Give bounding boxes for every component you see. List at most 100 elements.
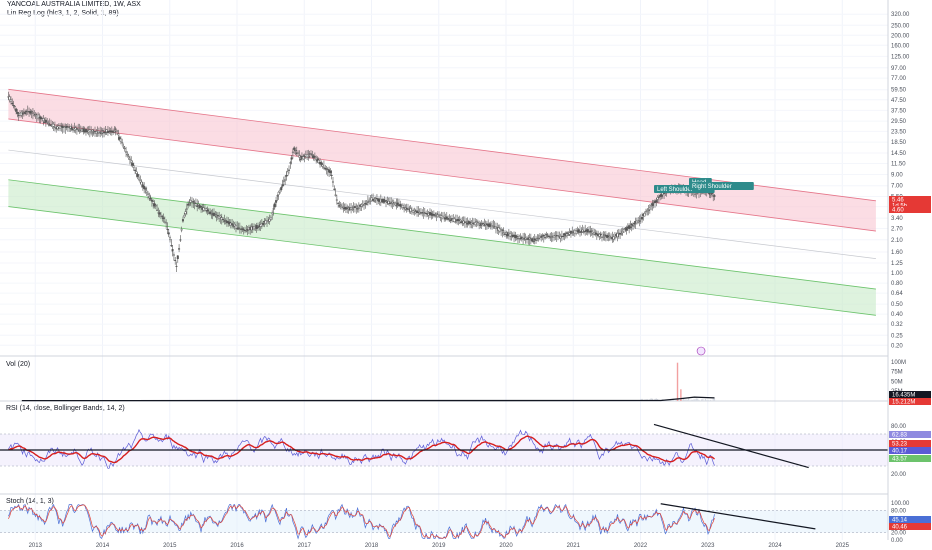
pattern-annotations[interactable]: Left ShoulderHeadRight Shoulder: [654, 178, 754, 193]
price-candle-body: [372, 198, 375, 201]
price-candle-body: [123, 148, 126, 150]
price-candle-body: [643, 213, 646, 217]
price-candle-body: [458, 219, 461, 221]
price-candle-body: [278, 190, 281, 193]
price-candle-body: [357, 207, 360, 209]
time-tick-label: 2014: [96, 543, 110, 549]
price-candle-body: [184, 211, 187, 214]
price-candle-body: [613, 237, 616, 239]
price-candle-body: [165, 222, 168, 224]
rsi-signal-line: [8, 435, 715, 464]
second-price-badge-bg: [889, 206, 931, 213]
chart-title: YANCOAL AUSTRALIA LIMITED, 1W, ASX: [7, 1, 141, 8]
price-candle-body: [119, 138, 122, 142]
price-candle-body: [147, 193, 150, 195]
time-axis[interactable]: 2013 2014 2015 2016 2017 2018 2019 2020 2021 2022…: [29, 543, 850, 549]
rsi-line-badge-text: 40.17: [892, 449, 908, 455]
volume-ma-badge: 16.435M: [889, 391, 931, 399]
price-candle-body: [544, 237, 547, 239]
price-candle-body: [329, 170, 332, 174]
price-candle-body: [121, 142, 124, 144]
price-candle-body: [550, 236, 553, 238]
price-candle-body: [231, 223, 234, 226]
price-candle-body: [621, 231, 624, 233]
rsi-value-badge-bg: [889, 440, 931, 447]
price-candle-body: [547, 235, 550, 238]
stoch-label[interactable]: Stoch (14, 1, 3): [6, 498, 54, 505]
price-candle-body: [660, 194, 663, 197]
price-candle-body: [291, 151, 294, 153]
rsi-band-top-badge: 62.83: [889, 431, 931, 439]
price-candle-body: [405, 207, 408, 210]
price-candle-body: [577, 229, 580, 233]
price-candle-body: [158, 212, 161, 215]
price-candle-body: [553, 235, 556, 238]
indicator-label[interactable]: Lin Reg Log (hlc3, 1, 2, Solid, 1, 89): [7, 10, 119, 17]
price-candle-body: [488, 223, 491, 227]
price-candle-body: [299, 158, 302, 160]
price-candle-body: [141, 184, 144, 188]
price-candle-body: [657, 196, 660, 198]
price-candle-body: [531, 238, 534, 242]
price-candle-body: [132, 165, 135, 168]
price-candle-body: [286, 171, 289, 176]
price-candle-body: [507, 232, 510, 234]
price-candle-body: [82, 128, 85, 132]
price-candle-body: [448, 218, 451, 220]
price-candle-body: [694, 193, 697, 195]
price-candle-body: [135, 171, 138, 174]
price-candle-body: [70, 127, 73, 130]
price-candle-body: [77, 129, 80, 131]
price-candle-body: [42, 118, 45, 121]
rsi-band-top-badge-bg: [889, 431, 931, 438]
price-candle-body: [90, 132, 93, 134]
price-candle-body: [709, 194, 712, 196]
price-candle-body: [492, 225, 495, 227]
price-candle-body: [586, 229, 589, 233]
price-candle-body: [242, 229, 245, 231]
price-candle-body: [322, 167, 325, 169]
price-candle-body: [396, 202, 399, 205]
price-candle-body: [321, 164, 324, 167]
price-candle-body: [39, 116, 42, 120]
price-candle-body: [506, 232, 509, 237]
event-marker-icon: [696, 346, 706, 356]
price-candle-body: [241, 228, 244, 230]
price-candle-body: [330, 174, 333, 176]
price-candle-body: [282, 180, 285, 182]
price-candle-body: [196, 205, 199, 207]
time-tick-label: 2019: [432, 543, 446, 549]
volume-label[interactable]: Vol (20): [6, 361, 31, 368]
rsi-label[interactable]: RSI (14, close, Bollinger Bands, 14, 2): [6, 405, 125, 412]
price-candle-body: [356, 208, 359, 210]
price-candle-body: [130, 160, 133, 163]
price-candle-body: [101, 129, 104, 131]
price-tick-label: 1.25: [891, 261, 903, 267]
price-candle-body: [131, 163, 134, 166]
right-shoulder-tag[interactable]: Right Shoulder: [689, 182, 754, 190]
price-candle-body: [281, 184, 284, 187]
price-candle-body: [632, 225, 635, 227]
price-tick-label: 0.40: [891, 312, 903, 318]
price-candle-body: [599, 233, 602, 235]
price-candle-body: [629, 226, 632, 228]
volume-bar: [685, 399, 687, 401]
price-candle-body: [460, 221, 463, 224]
price-tick-label: 200.00: [891, 33, 910, 39]
price-candle-body: [535, 239, 538, 241]
volume-bar: [675, 400, 677, 401]
price-candle-body: [656, 197, 659, 200]
price-candle-body: [162, 217, 165, 219]
price-candle-body: [179, 239, 182, 241]
volume-bar: [681, 400, 683, 401]
price-axis[interactable]: 0.20 0.25 0.32 0.40 0.50 0.64 0.80 1.00 1.25 1.60…: [887, 0, 910, 544]
price-candle-body: [518, 235, 521, 239]
price-candle-body: [84, 129, 87, 133]
price-candle-body: [524, 237, 527, 240]
price-candle-body: [200, 206, 203, 208]
price-candle-body: [351, 208, 354, 210]
price-candle-body: [277, 192, 280, 195]
volume-bar: [11, 400, 13, 401]
price-tick-label: 160.00: [891, 43, 910, 49]
